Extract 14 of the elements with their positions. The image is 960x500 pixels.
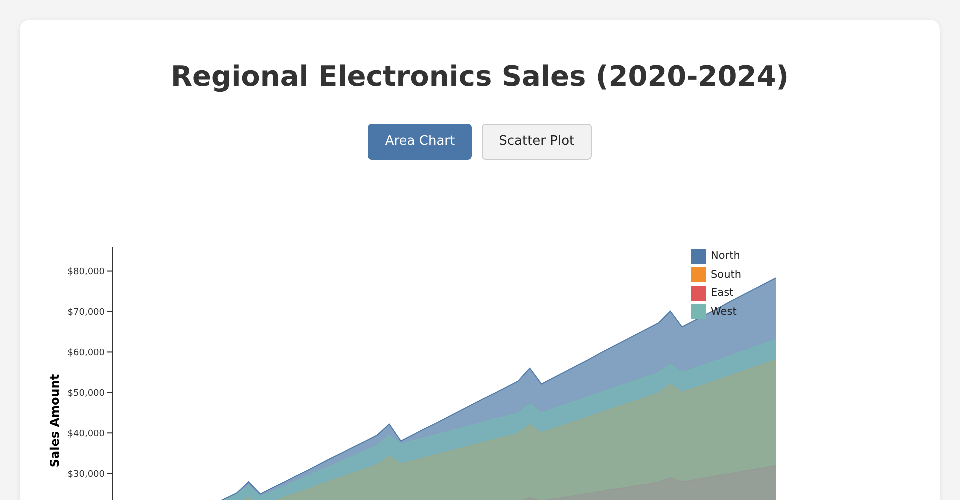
y-tick-label: $70,000 — [68, 308, 106, 318]
chart-title: Regional Electronics Sales (2020-2024) — [170, 60, 790, 93]
y-tick-label: $30,000 — [68, 470, 106, 480]
y-tick-label: $40,000 — [68, 429, 106, 440]
text: Area Chart — [368, 124, 472, 160]
y-tick-label: $80,000 — [68, 267, 106, 278]
y-tick-label: $60,000 — [68, 348, 106, 358]
y-axis-title: Sales Amount — [48, 374, 62, 468]
legend-label: North — [711, 250, 740, 262]
text: Scatter Plot — [482, 124, 592, 160]
legend-label: South — [711, 268, 742, 281]
y-tick-label: $50,000 — [68, 388, 106, 399]
legend-label: East — [711, 287, 734, 300]
legend-label: West — [711, 306, 737, 318]
